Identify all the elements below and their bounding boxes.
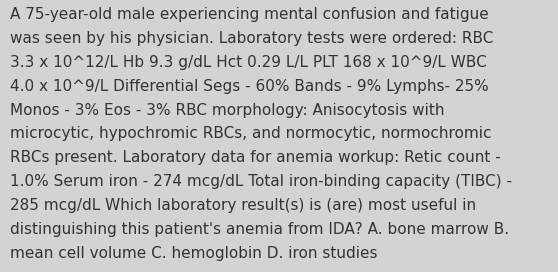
- Text: 285 mcg/dL Which laboratory result(s) is (are) most useful in: 285 mcg/dL Which laboratory result(s) is…: [10, 198, 476, 213]
- Text: mean cell volume C. hemoglobin D. iron studies: mean cell volume C. hemoglobin D. iron s…: [10, 246, 378, 261]
- Text: RBCs present. Laboratory data for anemia workup: Retic count -: RBCs present. Laboratory data for anemia…: [10, 150, 501, 165]
- Text: 1.0% Serum iron - 274 mcg/dL Total iron-binding capacity (TIBC) -: 1.0% Serum iron - 274 mcg/dL Total iron-…: [10, 174, 512, 189]
- Text: Monos - 3% Eos - 3% RBC morphology: Anisocytosis with: Monos - 3% Eos - 3% RBC morphology: Anis…: [10, 103, 445, 118]
- Text: distinguishing this patient's anemia from IDA? A. bone marrow B.: distinguishing this patient's anemia fro…: [10, 222, 509, 237]
- Text: 4.0 x 10^9/L Differential Segs - 60% Bands - 9% Lymphs- 25%: 4.0 x 10^9/L Differential Segs - 60% Ban…: [10, 79, 489, 94]
- Text: 3.3 x 10^12/L Hb 9.3 g/dL Hct 0.29 L/L PLT 168 x 10^9/L WBC: 3.3 x 10^12/L Hb 9.3 g/dL Hct 0.29 L/L P…: [10, 55, 487, 70]
- Text: microcytic, hypochromic RBCs, and normocytic, normochromic: microcytic, hypochromic RBCs, and normoc…: [10, 126, 492, 141]
- Text: A 75-year-old male experiencing mental confusion and fatigue: A 75-year-old male experiencing mental c…: [10, 7, 489, 22]
- Text: was seen by his physician. Laboratory tests were ordered: RBC: was seen by his physician. Laboratory te…: [10, 31, 493, 46]
